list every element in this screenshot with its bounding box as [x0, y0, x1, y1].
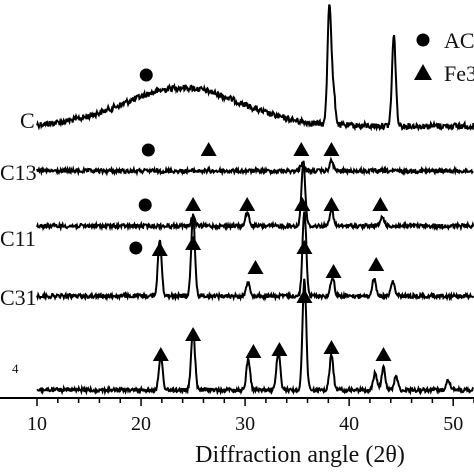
marker-layer: [129, 68, 392, 361]
fe3o4-triangle-marker: [293, 142, 310, 156]
fe3o4-triangle-marker: [185, 236, 202, 250]
fe3o4-triangle-marker: [247, 260, 264, 274]
fe3o4-triangle-marker: [368, 257, 385, 271]
fe3o4-triangle-marker: [151, 242, 168, 256]
fe3o4-triangle-marker: [323, 197, 340, 211]
fe3o4-triangle-marker: [271, 342, 288, 356]
fe3o4-triangle-marker: [325, 264, 342, 278]
series-line-fe3o4-ac13: [36, 156, 474, 177]
fe3o4-triangle-marker: [294, 197, 311, 211]
fe3o4-triangle-marker: [239, 197, 256, 211]
series-label: C13: [0, 160, 37, 185]
fe3o4-triangle-marker: [296, 289, 313, 303]
legend-triangle-marker: [414, 64, 432, 80]
x-axis: 10 20 30 40 50: [0, 397, 474, 435]
ac-circle-marker: [139, 68, 153, 82]
fe3o4-triangle-marker: [296, 240, 313, 254]
series-label: C31: [0, 285, 37, 310]
x-axis-title: Diffraction angle (2θ): [195, 442, 405, 468]
legend-entry-label: Fe3O4: [444, 61, 474, 86]
fe3o4-triangle-marker: [372, 197, 389, 211]
series-label-layer: C C13 C11 C31 4: [0, 108, 37, 376]
series-line-ac: [36, 4, 474, 132]
series-label: C11: [0, 226, 36, 251]
legend-entry-label: AC: [444, 28, 474, 53]
fe3o4-triangle-marker: [323, 340, 340, 354]
fe3o4-triangle-marker: [152, 347, 169, 361]
legend: AC Fe3O4: [414, 28, 474, 86]
ac-circle-marker: [141, 143, 155, 157]
x-tick-label: 50: [443, 413, 463, 435]
series-line-fe3o4-ac31: [36, 211, 474, 302]
fe3o4-triangle-marker: [375, 347, 392, 361]
ac-circle-marker: [129, 241, 143, 255]
x-tick-label: 30: [235, 413, 255, 435]
legend-circle-marker: [416, 33, 430, 47]
x-tick-label: 20: [131, 413, 151, 435]
x-tick-label: 10: [27, 413, 47, 435]
x-tick-label: 40: [339, 413, 359, 435]
series-layer: [36, 4, 474, 396]
series-line-fe3o4-ac11: [36, 160, 474, 232]
fe3o4-triangle-marker: [245, 344, 262, 358]
ac-circle-marker: [138, 198, 152, 212]
series-label: 4: [12, 361, 19, 376]
series-label: C: [20, 108, 35, 133]
fe3o4-triangle-marker: [185, 327, 202, 341]
fe3o4-triangle-marker: [200, 142, 217, 156]
series-line-fe3o4: [36, 278, 474, 396]
fe3o4-triangle-marker: [323, 142, 340, 156]
fe3o4-triangle-marker: [185, 197, 202, 211]
